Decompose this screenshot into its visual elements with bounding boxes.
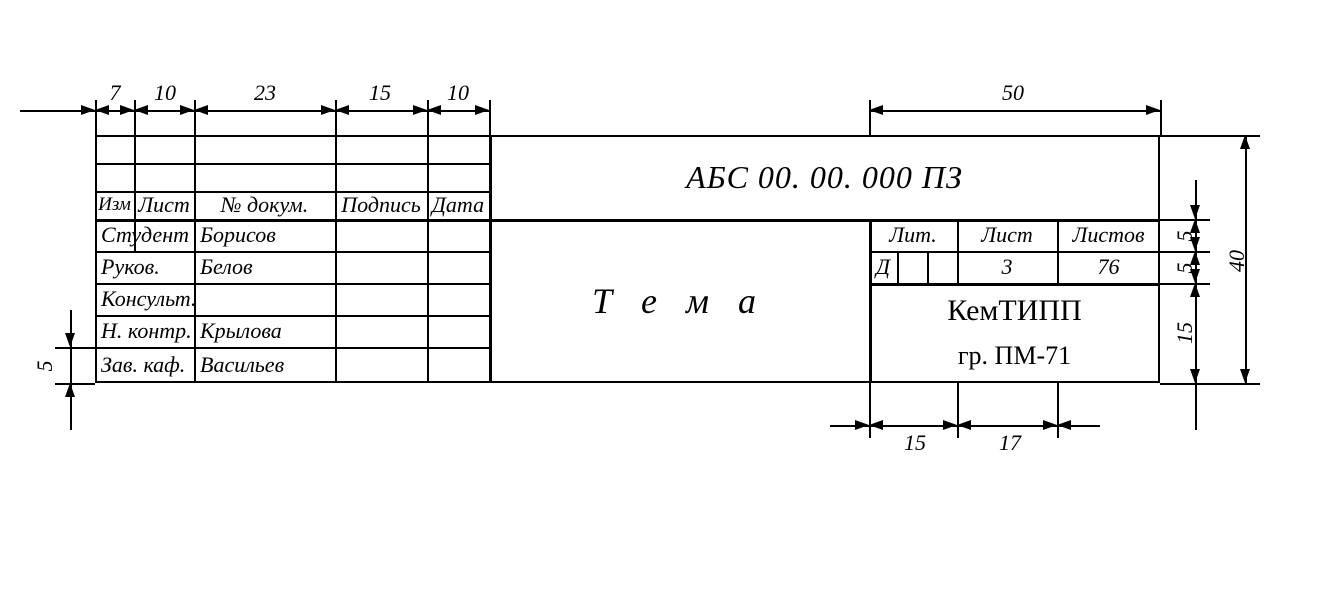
header-date: Дата: [427, 191, 489, 219]
ah-b-957r: [943, 420, 957, 430]
ext-t7: [1160, 100, 1162, 135]
ah-t-194l: [194, 105, 208, 115]
name-supervisor: Белов: [194, 251, 335, 283]
dim-r3: 15: [1172, 318, 1198, 348]
header-sign: Подпись: [335, 191, 427, 219]
ah-l-u1: [65, 383, 75, 397]
ah-b-869r: [855, 420, 869, 430]
dim-t4: 15: [360, 80, 400, 106]
role-normcontrol: Н. контр.: [95, 315, 194, 347]
ah-ro-u: [1240, 135, 1250, 149]
ah-ri-383d: [1190, 369, 1200, 383]
topic-label: Т е м а: [489, 219, 869, 383]
dim-t6: 50: [993, 80, 1033, 106]
rb-list-value: 3: [957, 251, 1057, 283]
ah-t-95r: [81, 105, 95, 115]
name-normcontrol: Крылова: [194, 315, 335, 347]
ah-t-134l: [134, 105, 148, 115]
ah-ri-219d: [1190, 205, 1200, 219]
hline-r1: [95, 163, 489, 165]
role-student: Студент: [95, 219, 194, 251]
ah-b-1057l: [1057, 420, 1071, 430]
ah-tr-l: [869, 105, 883, 115]
ah-t-335l: [335, 105, 349, 115]
ah-t-95l: [95, 105, 109, 115]
rb-org-line2: гр. ПМ-71: [869, 333, 1160, 378]
ext-l1: [55, 383, 95, 385]
name-student: Борисов: [194, 219, 335, 251]
dim-b2: 17: [990, 430, 1030, 456]
dim-r4: 40: [1224, 246, 1250, 276]
rb-listov-value: 76: [1057, 251, 1160, 283]
dim-t2: 10: [145, 80, 185, 106]
dim-t1: 7: [100, 80, 130, 106]
dimline-left: [70, 310, 72, 430]
dim-r1: 5: [1172, 226, 1198, 246]
ah-t-134r: [120, 105, 134, 115]
role-headdept: Зав. каф.: [95, 347, 194, 383]
dim-b1: 15: [895, 430, 935, 456]
rb-list-label: Лист: [957, 219, 1057, 251]
ah-b-1057r: [1043, 420, 1057, 430]
vline-c4: [427, 135, 429, 383]
name-consultant: [194, 283, 335, 315]
role-supervisor: Руков.: [95, 251, 194, 283]
document-code: АБС 00. 00. 000 ПЗ: [489, 135, 1160, 219]
dim-t3: 23: [245, 80, 285, 106]
rb-listov-label: Листов: [1057, 219, 1160, 251]
hline-right-r2: [869, 283, 1160, 286]
ext-t5: [489, 100, 491, 135]
ah-ro-d: [1240, 369, 1250, 383]
ah-t-427r: [413, 105, 427, 115]
ah-t-489r: [475, 105, 489, 115]
dimline-top-r: [869, 110, 1160, 112]
ext-r4: [1160, 383, 1260, 385]
role-consultant: Консульт.: [95, 283, 194, 315]
header-docnum: № докум.: [194, 191, 335, 219]
ah-t-194r: [180, 105, 194, 115]
ah-b-869l: [869, 420, 883, 430]
ah-l-d1: [65, 333, 75, 347]
ah-t-427l: [427, 105, 441, 115]
ext-r3: [1160, 283, 1210, 285]
rb-org-line1: КемТИПП: [869, 288, 1160, 333]
ah-tr-r: [1146, 105, 1160, 115]
ext-l0: [55, 347, 95, 349]
vline-lit-s2: [927, 251, 929, 283]
name-headdept: Васильев: [194, 347, 335, 383]
dim-l1: 5: [32, 356, 58, 376]
ah-t-335r: [321, 105, 335, 115]
header-list: Лист: [134, 191, 194, 219]
header-izm: Изм: [95, 191, 134, 219]
vline-c3: [335, 135, 337, 383]
dim-t5: 10: [438, 80, 478, 106]
dim-r2: 5: [1172, 258, 1198, 278]
ext-r1: [1160, 219, 1210, 221]
ah-b-957l: [957, 420, 971, 430]
ah-ri-283u: [1190, 283, 1200, 297]
ext-r2: [1160, 251, 1210, 253]
rb-lit-value: Д: [869, 251, 897, 283]
vline-lit-s1: [897, 251, 899, 283]
rb-lit-label: Лит.: [869, 219, 957, 251]
